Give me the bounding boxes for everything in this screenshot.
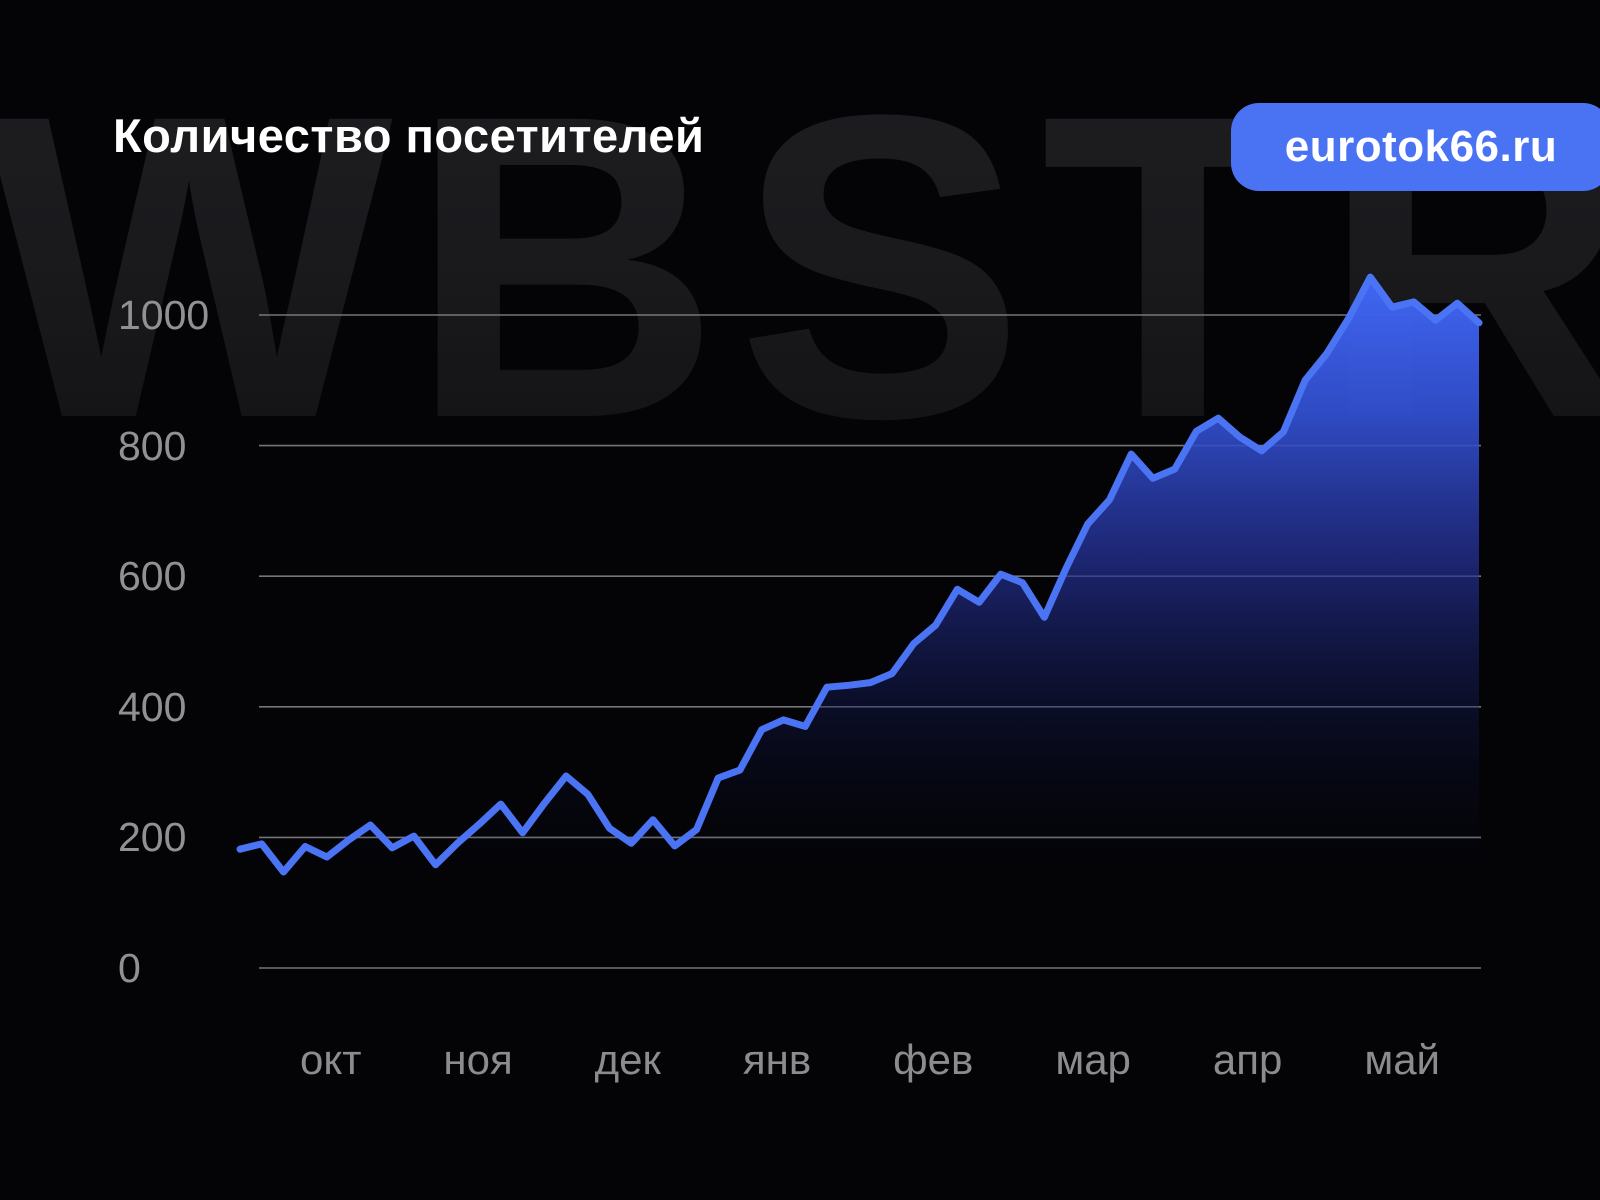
page-title: Количество посетителей bbox=[113, 109, 705, 162]
x-tick-label-6: мар bbox=[1055, 1036, 1131, 1083]
x-tick-label-8: май bbox=[1364, 1036, 1441, 1083]
y-tick-label-800: 800 bbox=[118, 422, 187, 469]
x-tick-label-1: окт bbox=[299, 1036, 362, 1083]
site-badge[interactable]: eurotok66.ru bbox=[1231, 103, 1600, 191]
x-tick-label-7: апр bbox=[1212, 1036, 1283, 1083]
x-tick-label-5: фев bbox=[893, 1036, 974, 1083]
y-tick-label-200: 200 bbox=[118, 814, 187, 861]
trend-line bbox=[236, 273, 1483, 876]
site-badge-label: eurotok66.ru bbox=[1284, 122, 1558, 171]
x-tick-label-4: янв bbox=[742, 1036, 812, 1083]
x-tick-label-3: дек bbox=[594, 1036, 661, 1083]
y-tick-label-400: 400 bbox=[118, 683, 187, 730]
y-tick-label-600: 600 bbox=[118, 553, 187, 600]
y-tick-label-0: 0 bbox=[118, 945, 141, 991]
x-tick-label-2: ноя bbox=[443, 1036, 513, 1083]
area-fill bbox=[240, 277, 1479, 969]
y-tick-label-1000: 1000 bbox=[118, 292, 210, 338]
x-axis-labels: окт ноя дек янв фев мар апр май bbox=[259, 1030, 1481, 1090]
